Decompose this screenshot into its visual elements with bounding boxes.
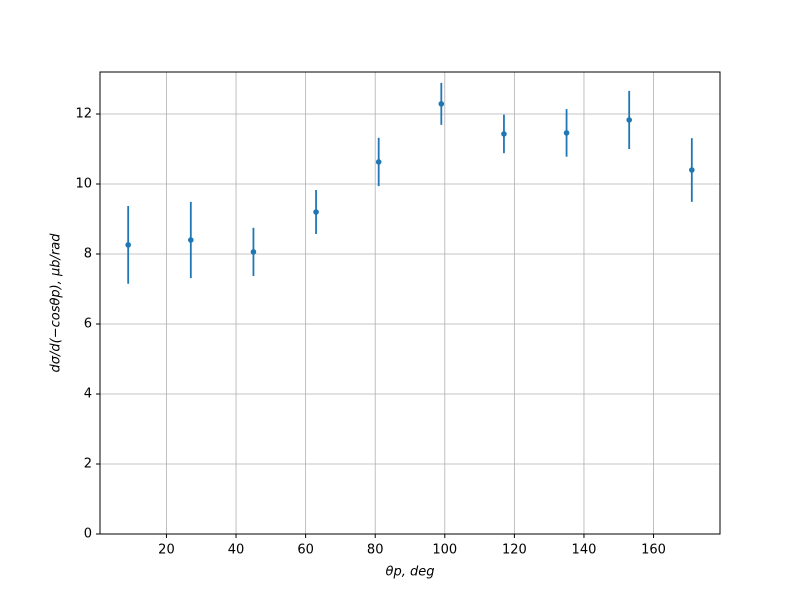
- x-tick-label: 160: [641, 543, 666, 558]
- y-tick-label: 6: [84, 317, 92, 332]
- x-tick-label: 80: [367, 543, 384, 558]
- y-axis-label: dσ/d(−cosθp), μb/rad: [49, 233, 64, 373]
- data-point: [125, 242, 131, 248]
- x-axis-label: θp, deg: [386, 565, 435, 580]
- data-point: [188, 237, 194, 243]
- data-point: [250, 249, 257, 255]
- y-tick-label: 10: [75, 177, 92, 192]
- x-tick-label: 100: [432, 543, 457, 558]
- data-point: [375, 159, 382, 165]
- data-point: [626, 117, 632, 123]
- y-tick-label: 4: [84, 387, 92, 402]
- y-tick-label: 8: [84, 247, 92, 262]
- data-point: [501, 131, 507, 137]
- data-point: [689, 167, 695, 173]
- x-tick-label: 20: [158, 543, 175, 558]
- x-tick-label: 120: [502, 543, 527, 558]
- x-tick-label: 140: [572, 543, 597, 558]
- plot-area: [100, 72, 720, 534]
- y-tick-label: 0: [84, 527, 92, 542]
- x-tick-label: 40: [228, 543, 245, 558]
- x-tick-label: 60: [297, 543, 314, 558]
- data-point: [563, 130, 570, 136]
- data-point: [438, 101, 445, 107]
- y-tick-label: 12: [75, 107, 92, 122]
- data-point: [313, 209, 319, 215]
- y-tick-label: 2: [84, 457, 92, 472]
- axes-frame: [99, 71, 721, 535]
